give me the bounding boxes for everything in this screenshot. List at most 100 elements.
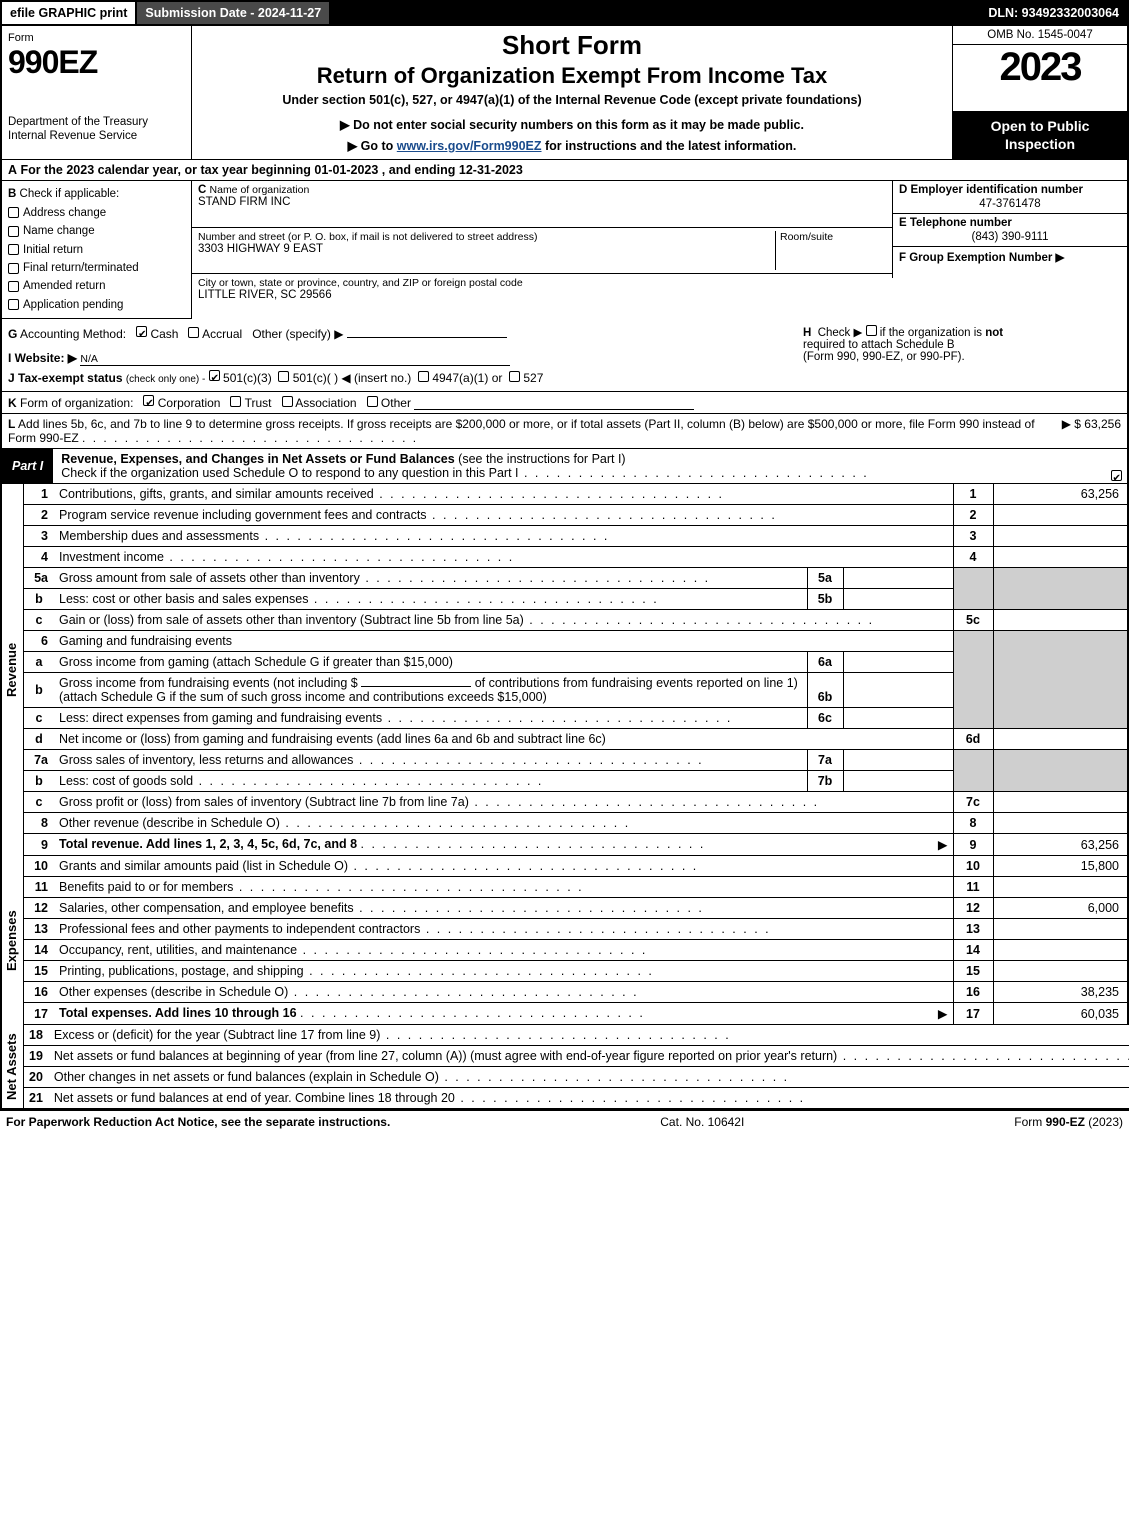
amended-return-checkbox[interactable] bbox=[8, 281, 19, 292]
line-6c-desc: Less: direct expenses from gaming and fu… bbox=[59, 711, 382, 725]
4947-checkbox[interactable] bbox=[418, 371, 429, 382]
line-15-val bbox=[993, 961, 1128, 982]
cash-label: Cash bbox=[150, 327, 178, 341]
line-6d-rnum: 6d bbox=[953, 729, 993, 750]
line-9-val: 63,256 bbox=[993, 834, 1128, 856]
line-5b-desc: Less: cost or other basis and sales expe… bbox=[59, 592, 308, 606]
def-col: D Employer identification number 47-3761… bbox=[892, 181, 1127, 319]
website-value: N/A bbox=[80, 353, 98, 365]
row-a-tax-year: A For the 2023 calendar year, or tax yea… bbox=[0, 160, 1129, 181]
ein-label: D Employer identification number bbox=[899, 184, 1083, 196]
line-8-num: 8 bbox=[24, 813, 54, 834]
line-4-val bbox=[993, 547, 1128, 568]
501c-label: 501(c)( ) ◀ (insert no.) bbox=[293, 371, 412, 385]
title-under-section: Under section 501(c), 527, or 4947(a)(1)… bbox=[198, 93, 946, 107]
accounting-method-label: Accounting Method: bbox=[20, 327, 126, 341]
line-7a-desc: Gross sales of inventory, less returns a… bbox=[59, 753, 353, 767]
line-10-num: 10 bbox=[24, 856, 54, 877]
line-3-val bbox=[993, 526, 1128, 547]
part-1-title: Revenue, Expenses, and Changes in Net As… bbox=[61, 452, 454, 466]
title-return: Return of Organization Exempt From Incom… bbox=[198, 63, 946, 89]
check-if-applicable-col: B Check if applicable: Address change Na… bbox=[2, 181, 192, 319]
open-to-public-badge: Open to Public Inspection bbox=[952, 111, 1127, 160]
addr-label: Number and street (or P. O. box, if mail… bbox=[198, 231, 537, 243]
501c-checkbox[interactable] bbox=[278, 371, 289, 382]
footer-left: For Paperwork Reduction Act Notice, see … bbox=[6, 1115, 390, 1129]
b-title: Check if applicable: bbox=[20, 188, 120, 200]
assoc-label: Association bbox=[295, 396, 356, 410]
part-1-schedule-o-checkbox[interactable] bbox=[1111, 470, 1122, 481]
line-13-val bbox=[993, 919, 1128, 940]
h-checkbox[interactable] bbox=[866, 325, 877, 336]
footer-form-post: (2023) bbox=[1085, 1115, 1123, 1129]
net-assets-section: Net Assets 18Excess or (deficit) for the… bbox=[0, 1025, 1129, 1110]
line-18-desc: Excess or (deficit) for the year (Subtra… bbox=[54, 1028, 381, 1042]
expenses-table: 10Grants and similar amounts paid (list … bbox=[24, 856, 1129, 1025]
line-3-rnum: 3 bbox=[953, 526, 993, 547]
footer-form: 990-EZ bbox=[1046, 1115, 1085, 1129]
h-text4: (Form 990, 990-EZ, or 990-PF). bbox=[803, 351, 1121, 363]
other-specify-label: Other (specify) ▶ bbox=[252, 327, 343, 341]
tax-year: 2023 bbox=[953, 45, 1127, 90]
efile-print-button[interactable]: efile GRAPHIC print bbox=[2, 2, 137, 24]
name-change-checkbox[interactable] bbox=[8, 226, 19, 237]
initial-return-checkbox[interactable] bbox=[8, 244, 19, 255]
line-7c-rnum: 7c bbox=[953, 792, 993, 813]
trust-checkbox[interactable] bbox=[230, 396, 241, 407]
accrual-checkbox[interactable] bbox=[188, 327, 199, 338]
line-1-desc: Contributions, gifts, grants, and simila… bbox=[59, 487, 374, 501]
line-5a-ib: 5a bbox=[807, 568, 843, 589]
accrual-label: Accrual bbox=[202, 327, 242, 341]
line-9-desc: Total revenue. Add lines 1, 2, 3, 4, 5c,… bbox=[59, 837, 357, 851]
c-name-label: Name of organization bbox=[210, 184, 310, 196]
phone-value: (843) 390-9111 bbox=[899, 229, 1121, 243]
line-7a-ib: 7a bbox=[807, 750, 843, 771]
line-17-rnum: 17 bbox=[953, 1003, 993, 1025]
revenue-table: 1 Contributions, gifts, grants, and simil… bbox=[24, 484, 1129, 856]
line-9-num: 9 bbox=[24, 834, 54, 856]
expenses-vtab: Expenses bbox=[2, 856, 23, 1025]
addr-change-checkbox[interactable] bbox=[8, 207, 19, 218]
omb-number: OMB No. 1545-0047 bbox=[953, 26, 1127, 45]
line-21-num: 21 bbox=[24, 1088, 49, 1109]
527-label: 527 bbox=[523, 371, 543, 385]
line-6-desc: Gaming and fundraising events bbox=[59, 634, 232, 648]
org-name: STAND FIRM INC bbox=[198, 196, 290, 208]
line-12-num: 12 bbox=[24, 898, 54, 919]
other-org-checkbox[interactable] bbox=[367, 396, 378, 407]
line-12-rnum: 12 bbox=[953, 898, 993, 919]
line-16-num: 16 bbox=[24, 982, 54, 1003]
row-a-text: For the 2023 calendar year, or tax year … bbox=[21, 163, 523, 177]
section-b-to-f: B Check if applicable: Address change Na… bbox=[0, 181, 1129, 319]
line-6c-ibval bbox=[843, 708, 953, 729]
assoc-checkbox[interactable] bbox=[282, 396, 293, 407]
line-5c-num: c bbox=[24, 610, 54, 631]
app-pending-checkbox[interactable] bbox=[8, 299, 19, 310]
group-exemption-label: F Group Exemption Number ▶ bbox=[899, 252, 1064, 264]
irs-link[interactable]: www.irs.gov/Form990EZ bbox=[397, 139, 542, 153]
h-label: H bbox=[803, 327, 811, 339]
line-17-val: 60,035 bbox=[993, 1003, 1128, 1025]
check-only-one: (check only one) - bbox=[126, 374, 205, 385]
final-return-checkbox[interactable] bbox=[8, 263, 19, 274]
line-13-desc: Professional fees and other payments to … bbox=[59, 922, 420, 936]
k-label: K bbox=[8, 396, 17, 410]
line-7c-val bbox=[993, 792, 1128, 813]
part-1-header: Part I Revenue, Expenses, and Changes in… bbox=[0, 449, 1129, 484]
line-12-desc: Salaries, other compensation, and employ… bbox=[59, 901, 354, 915]
line-6a-ibval bbox=[843, 652, 953, 673]
line-14-desc: Occupancy, rent, utilities, and maintena… bbox=[59, 943, 297, 957]
line-16-rnum: 16 bbox=[953, 982, 993, 1003]
footer-form-pre: Form bbox=[1014, 1115, 1045, 1129]
line-5a-num: 5a bbox=[24, 568, 54, 589]
corp-checkbox[interactable] bbox=[143, 395, 154, 406]
b-label: B bbox=[8, 188, 16, 200]
line-20-num: 20 bbox=[24, 1067, 49, 1088]
line-14-rnum: 14 bbox=[953, 940, 993, 961]
cash-checkbox[interactable] bbox=[136, 326, 147, 337]
527-checkbox[interactable] bbox=[509, 371, 520, 382]
line-2-num: 2 bbox=[24, 505, 54, 526]
501c3-checkbox[interactable] bbox=[209, 370, 220, 381]
line-1-num: 1 bbox=[24, 484, 54, 505]
form-of-org-label: Form of organization: bbox=[20, 396, 133, 410]
